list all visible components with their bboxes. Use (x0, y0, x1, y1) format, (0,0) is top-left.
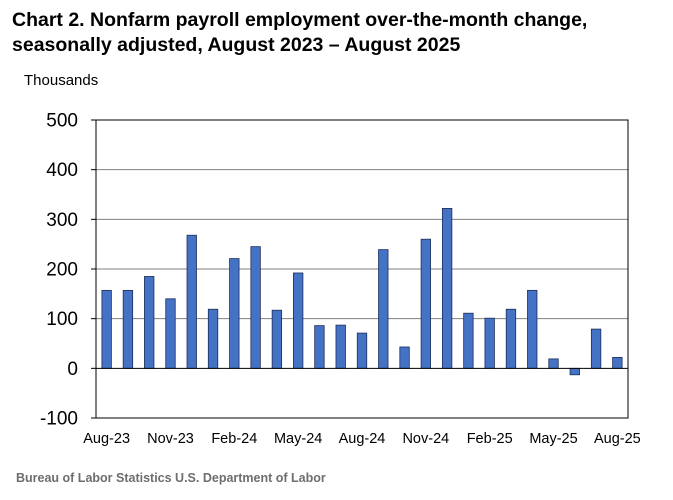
x-tick-label: Feb-25 (467, 431, 513, 447)
bar-sep-24 (378, 249, 389, 369)
axes (91, 119, 629, 419)
x-tick-label: Aug-23 (83, 431, 130, 447)
bar-apr-25 (527, 289, 538, 369)
x-tick-label: Nov-23 (147, 431, 194, 447)
bar-may-25 (548, 358, 559, 369)
bar-feb-24 (229, 258, 240, 369)
y-axis-label: Thousands (24, 72, 99, 89)
bar-chart: -100 0 100 200 300 400 500 Aug-23 Nov-23 Feb-24 M… (40, 111, 641, 448)
y-tick-label: 100 (46, 309, 78, 330)
bar-aug-24 (356, 332, 368, 369)
bar-dec-23 (186, 234, 197, 369)
bar-nov-24 (420, 238, 431, 369)
x-tick-label: May-25 (529, 431, 577, 447)
chart-title-line-2: seasonally adjusted, August 2023 – Augus… (12, 34, 461, 56)
bar-apr-24 (271, 309, 283, 369)
y-tick-label: 300 (46, 210, 78, 231)
x-tick-label: Nov-24 (402, 431, 449, 447)
chart-title: Chart 2. Nonfarm payroll employment over… (12, 8, 662, 58)
y-tick-label: 200 (46, 260, 78, 281)
bar-aug-23 (101, 289, 112, 369)
bar-jan-24 (207, 308, 219, 369)
y-tick-label: 400 (46, 160, 78, 181)
bar-sep-23 (122, 289, 134, 369)
bar-oct-23 (144, 276, 155, 369)
bar-jul-24 (335, 324, 346, 369)
x-tick-label: Aug-24 (339, 431, 386, 447)
bar-nov-23 (165, 298, 176, 369)
x-tick-labels: Aug-23 Nov-23 Feb-24 May-24 Aug-24 Nov-24 Feb-… (83, 431, 640, 447)
bar-aug-25 (612, 357, 623, 369)
bar-feb-25 (484, 317, 495, 369)
x-tick-label: Aug-25 (594, 431, 641, 447)
bar-oct-24 (399, 346, 410, 369)
y-tick-label: 500 (46, 111, 78, 132)
y-tick-label: 0 (67, 359, 78, 380)
x-tick-label: May-24 (274, 431, 322, 447)
chart-title-line-1: Chart 2. Nonfarm payroll employment over… (12, 9, 588, 31)
x-tick-label: Feb-24 (211, 431, 257, 447)
y-tick-labels: -100 0 100 200 300 400 500 (40, 111, 78, 430)
bar-jun-25 (569, 367, 580, 376)
bar-mar-24 (250, 246, 261, 369)
bar-mar-25 (505, 308, 517, 369)
bar-jan-25 (463, 312, 474, 369)
bar-may-24 (293, 272, 304, 369)
bar-jul-25 (590, 328, 602, 369)
y-tick-label: -100 (40, 409, 78, 430)
grid-lines (96, 119, 628, 320)
bar-jun-24 (314, 325, 325, 369)
source-note: Bureau of Labor Statistics U.S. Departme… (16, 471, 326, 485)
bar-dec-24 (441, 208, 453, 369)
bar-series (101, 208, 623, 376)
